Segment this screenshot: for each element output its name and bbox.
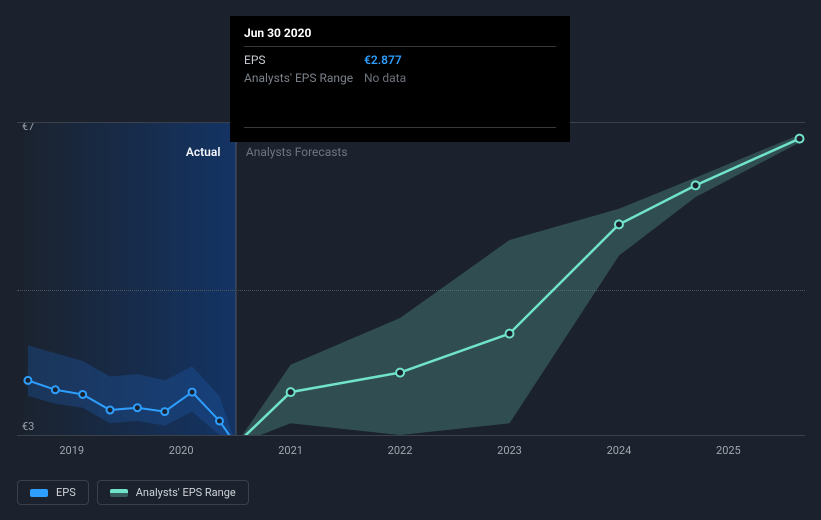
tooltip-value: €2.877: [364, 53, 402, 67]
tooltip-row-eps: EPS €2.877: [244, 51, 556, 69]
tooltip-footer-rule: [244, 127, 556, 128]
chart-svg: [17, 123, 805, 435]
x-axis-label: 2021: [278, 444, 303, 457]
legend-label: Analysts' EPS Range: [136, 486, 236, 499]
tooltip-key: Analysts' EPS Range: [244, 71, 364, 85]
legend-swatch: [110, 489, 128, 497]
legend-item-range[interactable]: Analysts' EPS Range: [97, 480, 249, 505]
x-axis-label: 2024: [607, 444, 632, 457]
tooltip-value: No data: [364, 71, 406, 85]
chart-tooltip: Jun 30 2020 EPS €2.877 Analysts' EPS Ran…: [230, 16, 570, 142]
tooltip-key: EPS: [244, 53, 364, 67]
x-axis-label: 2020: [169, 444, 194, 457]
x-axis-label: 2019: [59, 444, 84, 457]
legend-label: EPS: [56, 486, 76, 499]
tooltip-row-range: Analysts' EPS Range No data: [244, 69, 556, 87]
x-axis-label: 2023: [497, 444, 522, 457]
plot-area[interactable]: Actual Analysts Forecasts: [17, 122, 805, 436]
eps-chart: €7 €3 Actual Analysts Forecasts 20192020…: [0, 0, 821, 520]
legend-item-eps[interactable]: EPS: [17, 480, 89, 505]
tooltip-date: Jun 30 2020: [244, 26, 556, 47]
x-axis-label: 2022: [388, 444, 413, 457]
x-axis-label: 2025: [716, 444, 741, 457]
legend-swatch: [30, 489, 48, 497]
legend: EPS Analysts' EPS Range: [17, 480, 249, 505]
